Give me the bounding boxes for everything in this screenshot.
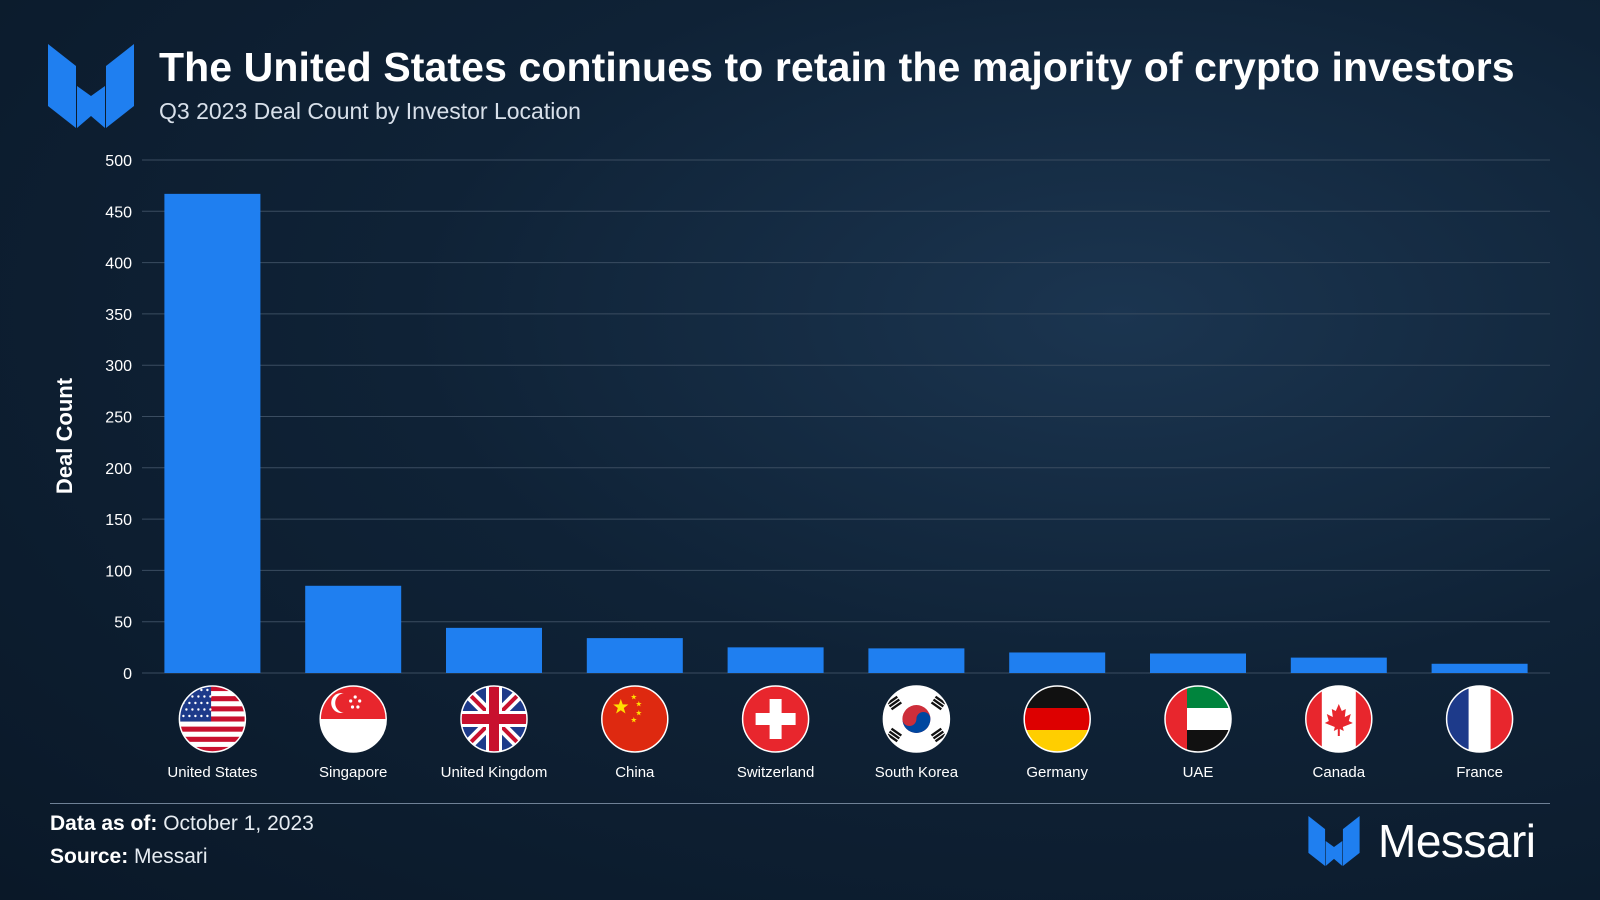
- data-as-of: Data as of: October 1, 2023: [50, 812, 314, 836]
- flag-border: [178, 685, 247, 753]
- y-axis-title: Deal Count: [52, 377, 77, 494]
- x-tick-label: France: [1456, 764, 1503, 781]
- bar: [1150, 653, 1246, 673]
- switzerland-flag-icon: [742, 686, 809, 752]
- flag-border: [1023, 685, 1091, 753]
- us-flag-icon: [179, 686, 246, 752]
- x-tick-label: United Kingdom: [441, 764, 548, 781]
- bar: [164, 193, 261, 673]
- bar: [1009, 652, 1106, 673]
- y-tick-label: 150: [105, 512, 132, 529]
- bar: [868, 648, 965, 673]
- flag-border: [741, 685, 810, 753]
- singapore-flag-icon: [320, 686, 387, 752]
- chart-subtitle: Q3 2023 Deal Count by Investor Location: [159, 98, 581, 124]
- y-tick-label: 200: [105, 461, 132, 478]
- flag-border: [882, 685, 951, 753]
- flag-border: [601, 685, 669, 753]
- x-tick-label: South Korea: [875, 764, 959, 781]
- chart-title: The United States continues to retain th…: [159, 44, 1515, 90]
- footer-divider: [50, 803, 1550, 804]
- x-tick-label: Canada: [1313, 764, 1366, 781]
- bar: [446, 627, 542, 673]
- flag-border: [460, 685, 528, 753]
- uae-flag-icon: [1165, 686, 1231, 752]
- x-tick-label: United States: [167, 764, 257, 781]
- uk-flag-icon: [461, 686, 527, 752]
- y-tick-label: 100: [105, 563, 132, 580]
- flag-border: [1164, 685, 1232, 753]
- flag-border: [1305, 685, 1373, 753]
- messari-brand-icon: [1308, 816, 1360, 866]
- messari-logo-icon: [48, 44, 134, 128]
- source-label: Source:: [50, 845, 129, 868]
- south-korea-flag-icon: [883, 686, 950, 752]
- x-tick-label: China: [615, 764, 655, 781]
- x-tick-label: UAE: [1183, 764, 1214, 781]
- data-as-of-value: October 1, 2023: [163, 812, 314, 835]
- china-flag-icon: [601, 686, 668, 752]
- bar: [1431, 663, 1528, 673]
- brand-wordmark: Messari: [1378, 815, 1536, 867]
- y-tick-label: 350: [105, 307, 132, 324]
- y-tick-label: 50: [114, 615, 132, 632]
- messari-brand: Messari: [1308, 814, 1536, 868]
- bar: [727, 647, 824, 673]
- y-tick-label: 500: [105, 153, 132, 170]
- flag-border: [319, 685, 387, 753]
- data-as-of-label: Data as of:: [50, 812, 158, 835]
- bar: [586, 638, 683, 673]
- france-flag-icon: [1446, 686, 1513, 752]
- x-tick-label: Germany: [1026, 764, 1088, 781]
- flag-border: [1445, 685, 1514, 753]
- x-tick-label: Switzerland: [737, 764, 815, 781]
- y-tick-label: 0: [123, 666, 132, 683]
- y-tick-label: 450: [105, 204, 132, 221]
- bar: [305, 585, 402, 673]
- x-tick-label: Singapore: [319, 764, 387, 781]
- y-tick-label: 250: [105, 410, 132, 427]
- y-tick-label: 300: [105, 358, 132, 375]
- bar: [1290, 657, 1387, 673]
- source: Source: Messari: [50, 845, 208, 869]
- source-value: Messari: [134, 845, 208, 868]
- y-tick-label: 400: [105, 256, 132, 273]
- germany-flag-icon: [1024, 686, 1091, 752]
- bar-chart: 0 50 100 150 200 250 300 350 400 450 500 Deal Count…: [52, 153, 1550, 781]
